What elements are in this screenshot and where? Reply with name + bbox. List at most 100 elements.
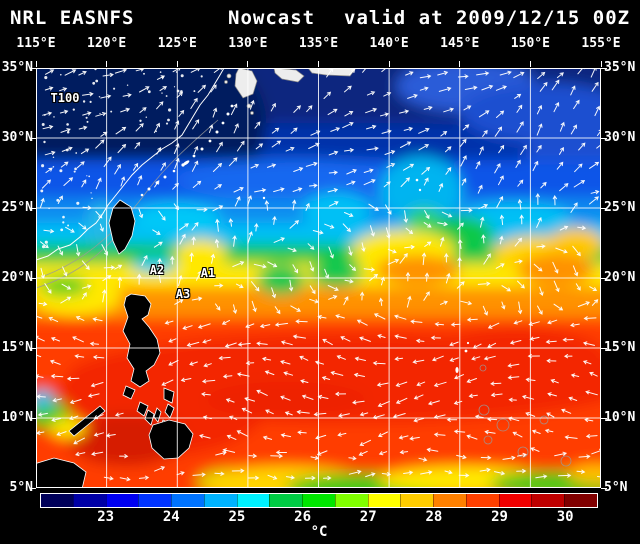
vector-arrow	[394, 334, 407, 339]
vector-arrow	[406, 295, 412, 308]
vector-arrow	[521, 395, 535, 400]
vector-arrow	[60, 296, 72, 304]
vector-arrow	[487, 417, 498, 422]
vector-arrow	[424, 210, 430, 220]
vector-arrow	[81, 179, 87, 188]
vector-arrow	[438, 182, 444, 192]
vector-arrow	[399, 253, 408, 264]
vector-arrow	[232, 235, 237, 247]
vector-arrow	[160, 162, 166, 171]
vector-arrow	[556, 161, 564, 170]
vector-arrow	[284, 411, 293, 416]
vector-arrow	[479, 145, 484, 156]
vector-arrow	[536, 123, 543, 136]
vector-arrow	[466, 317, 478, 322]
vector-arrow	[309, 285, 316, 295]
vector-arrow	[36, 354, 42, 358]
vector-arrow	[228, 218, 233, 227]
vector-arrow	[270, 453, 284, 459]
vector-arrow	[556, 72, 564, 79]
colorbar-tick-label: 26	[294, 509, 312, 525]
vector-arrow	[597, 476, 601, 478]
vector-arrow	[483, 253, 491, 265]
vector-arrow	[379, 297, 384, 306]
vector-arrow	[399, 450, 409, 455]
vector-arrow	[103, 476, 114, 481]
vector-arrow	[419, 86, 429, 91]
vector-arrow	[578, 142, 586, 151]
vector-arrow	[60, 128, 71, 133]
vector-arrow	[554, 451, 568, 457]
vector-arrow	[499, 235, 504, 245]
vector-arrow	[515, 159, 521, 168]
vector-arrow	[117, 143, 127, 154]
vector-arrow	[300, 379, 309, 384]
vector-arrow	[191, 236, 196, 246]
vector-arrow	[78, 125, 88, 130]
vector-arrow	[196, 270, 202, 281]
vector-arrow	[330, 127, 341, 132]
vector-arrow	[330, 371, 344, 376]
vector-arrow	[216, 141, 223, 153]
vector-arrow	[574, 163, 583, 173]
vector-arrow	[577, 225, 587, 230]
vector-arrow	[462, 124, 470, 131]
vector-arrow	[305, 202, 310, 211]
vector-arrow	[423, 177, 429, 186]
vector-arrow	[76, 244, 81, 257]
vector-arrow	[93, 414, 104, 420]
lat-label-left: 20°N	[1, 270, 33, 285]
vector-arrow	[407, 94, 418, 99]
vector-arrow	[359, 336, 371, 342]
vector-arrow	[164, 320, 174, 325]
vector-arrow	[192, 180, 202, 188]
vector-arrow	[179, 223, 189, 231]
vector-arrow	[421, 252, 427, 266]
vector-arrow	[256, 389, 268, 396]
vector-arrow	[214, 283, 224, 288]
vector-arrow	[539, 81, 548, 92]
vector-arrow	[176, 91, 183, 98]
colorbar-tick-label: 24	[162, 509, 180, 525]
vector-arrow	[444, 252, 449, 263]
vector-arrow	[573, 180, 586, 188]
vector-arrow	[460, 300, 473, 306]
vector-arrow	[267, 474, 278, 480]
vector-arrow	[400, 141, 412, 148]
vector-arrow	[466, 434, 478, 440]
vector-arrow	[348, 469, 362, 475]
vector-arrow	[261, 356, 272, 362]
vector-arrow	[380, 112, 390, 117]
vector-arrow	[419, 74, 432, 79]
vector-arrow	[133, 162, 139, 171]
vector-arrow	[559, 146, 564, 155]
lon-tick	[388, 61, 390, 67]
vector-arrow	[254, 222, 259, 232]
vector-arrow	[293, 105, 301, 113]
vector-arrow	[283, 371, 293, 376]
land-philippines	[68, 293, 194, 460]
vector-arrow	[457, 222, 464, 230]
colorbar-cell	[203, 494, 237, 507]
vector-arrow	[501, 301, 506, 310]
vector-arrow	[99, 223, 104, 233]
vector-arrow	[366, 146, 379, 151]
vector-arrow	[589, 371, 598, 377]
vector-arrow	[496, 110, 505, 118]
vector-arrow	[237, 342, 251, 347]
vector-arrow	[317, 315, 327, 320]
vector-arrow	[453, 429, 466, 434]
lat-tick-left	[30, 277, 36, 279]
vector-arrow	[315, 434, 327, 440]
vector-arrow	[78, 70, 87, 76]
vector-arrow	[95, 139, 105, 149]
vector-arrow	[550, 379, 559, 384]
lat-label-left: 5°N	[9, 480, 33, 495]
vector-arrow	[75, 316, 85, 321]
vector-arrow	[245, 323, 255, 328]
vector-arrow	[365, 472, 376, 478]
vector-arrow	[134, 141, 141, 149]
vector-arrow	[141, 255, 148, 266]
vector-arrow	[594, 105, 601, 117]
vector-arrow	[445, 146, 452, 153]
